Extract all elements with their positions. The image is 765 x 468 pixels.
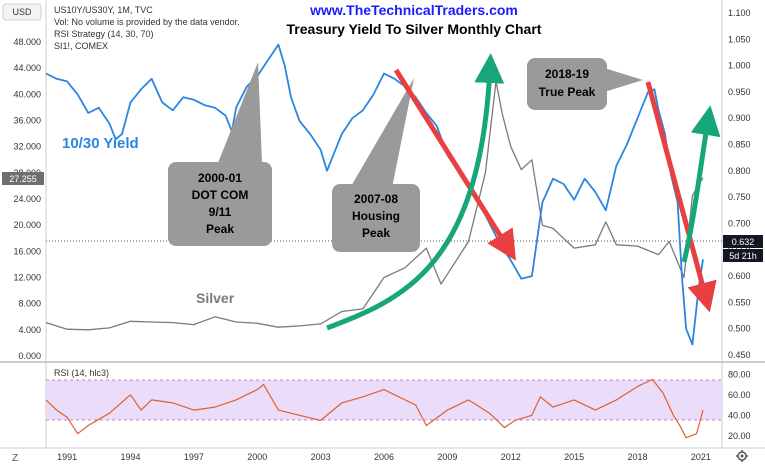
website-url: www.TheTechnicalTraders.com [309,2,518,18]
symbol-line[interactable]: US10Y/US30Y, 1M, TVC [54,5,153,15]
time-tick-label: 2018 [627,452,647,462]
callout-housing: 2007-08 Housing Peak [332,78,420,252]
time-tick-label: 1991 [57,452,77,462]
right-tick-label: 0.500 [728,324,751,334]
time-tick-label: 1997 [184,452,204,462]
right-current-badge [723,235,763,248]
right-tick-label: 1.050 [728,34,751,44]
time-tick-label: 2009 [437,452,457,462]
time-tick-label: 2006 [374,452,394,462]
usd-badge-label: USD [12,7,32,17]
right-tick-label: 0.700 [728,218,751,228]
left-tick-label: 24.000 [13,194,41,204]
left-tick-label: 20.000 [13,220,41,230]
rsi-band [46,380,722,420]
time-tick-label: 2012 [501,452,521,462]
time-tick-label: 2000 [247,452,267,462]
yield-label: 10/30 Yield [62,135,139,152]
red-arrow-true-peak [645,81,717,313]
left-tick-label: 48.000 [13,37,41,47]
svg-text:2018-19: 2018-19 [545,67,589,81]
left-tick-label: 44.000 [13,63,41,73]
left-tick-label: 8.000 [18,299,41,309]
callout-dotcom: 2000-01 DOT COM 9/11 Peak [168,62,272,246]
silver-symbol[interactable]: SI1!, COMEX [54,41,108,51]
chart-title: Treasury Yield To Silver Monthly Chart [287,21,542,37]
right-tick-label: 0.550 [728,297,751,307]
time-tick-label: 2003 [311,452,331,462]
right-tick-label: 1.100 [728,8,751,18]
right-tick-label: 0.850 [728,140,751,150]
gear-icon[interactable] [736,450,748,462]
silver-series-line [45,80,704,331]
yield-series-line [45,43,704,346]
right-tick-label: 0.950 [728,87,751,97]
series-layer [45,43,704,439]
left-tick-label: 16.000 [13,246,41,256]
rsi-tick-label: 40.00 [728,410,751,420]
silver-label: Silver [196,290,235,306]
left-tick-label: 40.000 [13,89,41,99]
rsi-label[interactable]: RSI (14, hlc3) [54,368,109,378]
time-tick-label: 1994 [120,452,140,462]
left-tick-label: 4.000 [18,325,41,335]
right-tick-label: 0.450 [728,350,751,360]
callout-true-peak: 2018-19 True Peak [527,58,643,110]
rsi-series-line [45,378,704,439]
volume-note: Vol: No volume is provided by the data v… [54,17,240,27]
rsi-tick-label: 80.00 [728,369,751,379]
svg-text:Housing: Housing [352,209,400,223]
left-tick-label: 32.000 [13,142,41,152]
right-current-value: 0.632 [732,237,755,247]
rsi-tick-label: 20.00 [728,431,751,441]
strategy-line[interactable]: RSI Strategy (14, 30, 70) [54,29,154,39]
svg-text:DOT COM: DOT COM [192,188,249,202]
svg-text:2000-01: 2000-01 [198,171,242,185]
svg-text:True Peak: True Peak [539,85,596,99]
red-arrow-housing [393,68,516,261]
left-current-badge [2,172,44,185]
svg-text:9/11: 9/11 [209,205,232,219]
svg-text:2007-08: 2007-08 [354,192,398,206]
svg-text:Peak: Peak [206,222,234,236]
right-tick-label: 0.800 [728,166,751,176]
green-arrow-silver [326,53,505,331]
left-tick-label: 0.000 [18,351,41,361]
countdown-badge [723,249,763,262]
time-tick-label: 2015 [564,452,584,462]
right-tick-label: 0.900 [728,113,751,123]
rsi-axis-ticks: 80.00 60.00 40.00 20.00 [728,369,751,441]
left-tick-label: 36.000 [13,116,41,126]
svg-text:Peak: Peak [362,226,390,240]
time-tick-label: 2021 [691,452,711,462]
green-arrow-recovery [681,105,721,263]
right-tick-label: 1.000 [728,61,751,71]
right-tick-label: 0.600 [728,271,751,281]
usd-badge[interactable] [2,3,42,21]
right-tick-label: 0.750 [728,192,751,202]
rsi-tick-label: 60.00 [728,390,751,400]
time-axis-ticks: 1991 1994 1997 2000 2003 2006 2009 2012 2015 2018… [57,452,711,462]
z-button[interactable]: Z [12,453,18,464]
left-tick-label: 12.000 [13,273,41,283]
left-current-value: 27.255 [9,174,37,184]
countdown-value: 5d 21h [729,251,757,261]
